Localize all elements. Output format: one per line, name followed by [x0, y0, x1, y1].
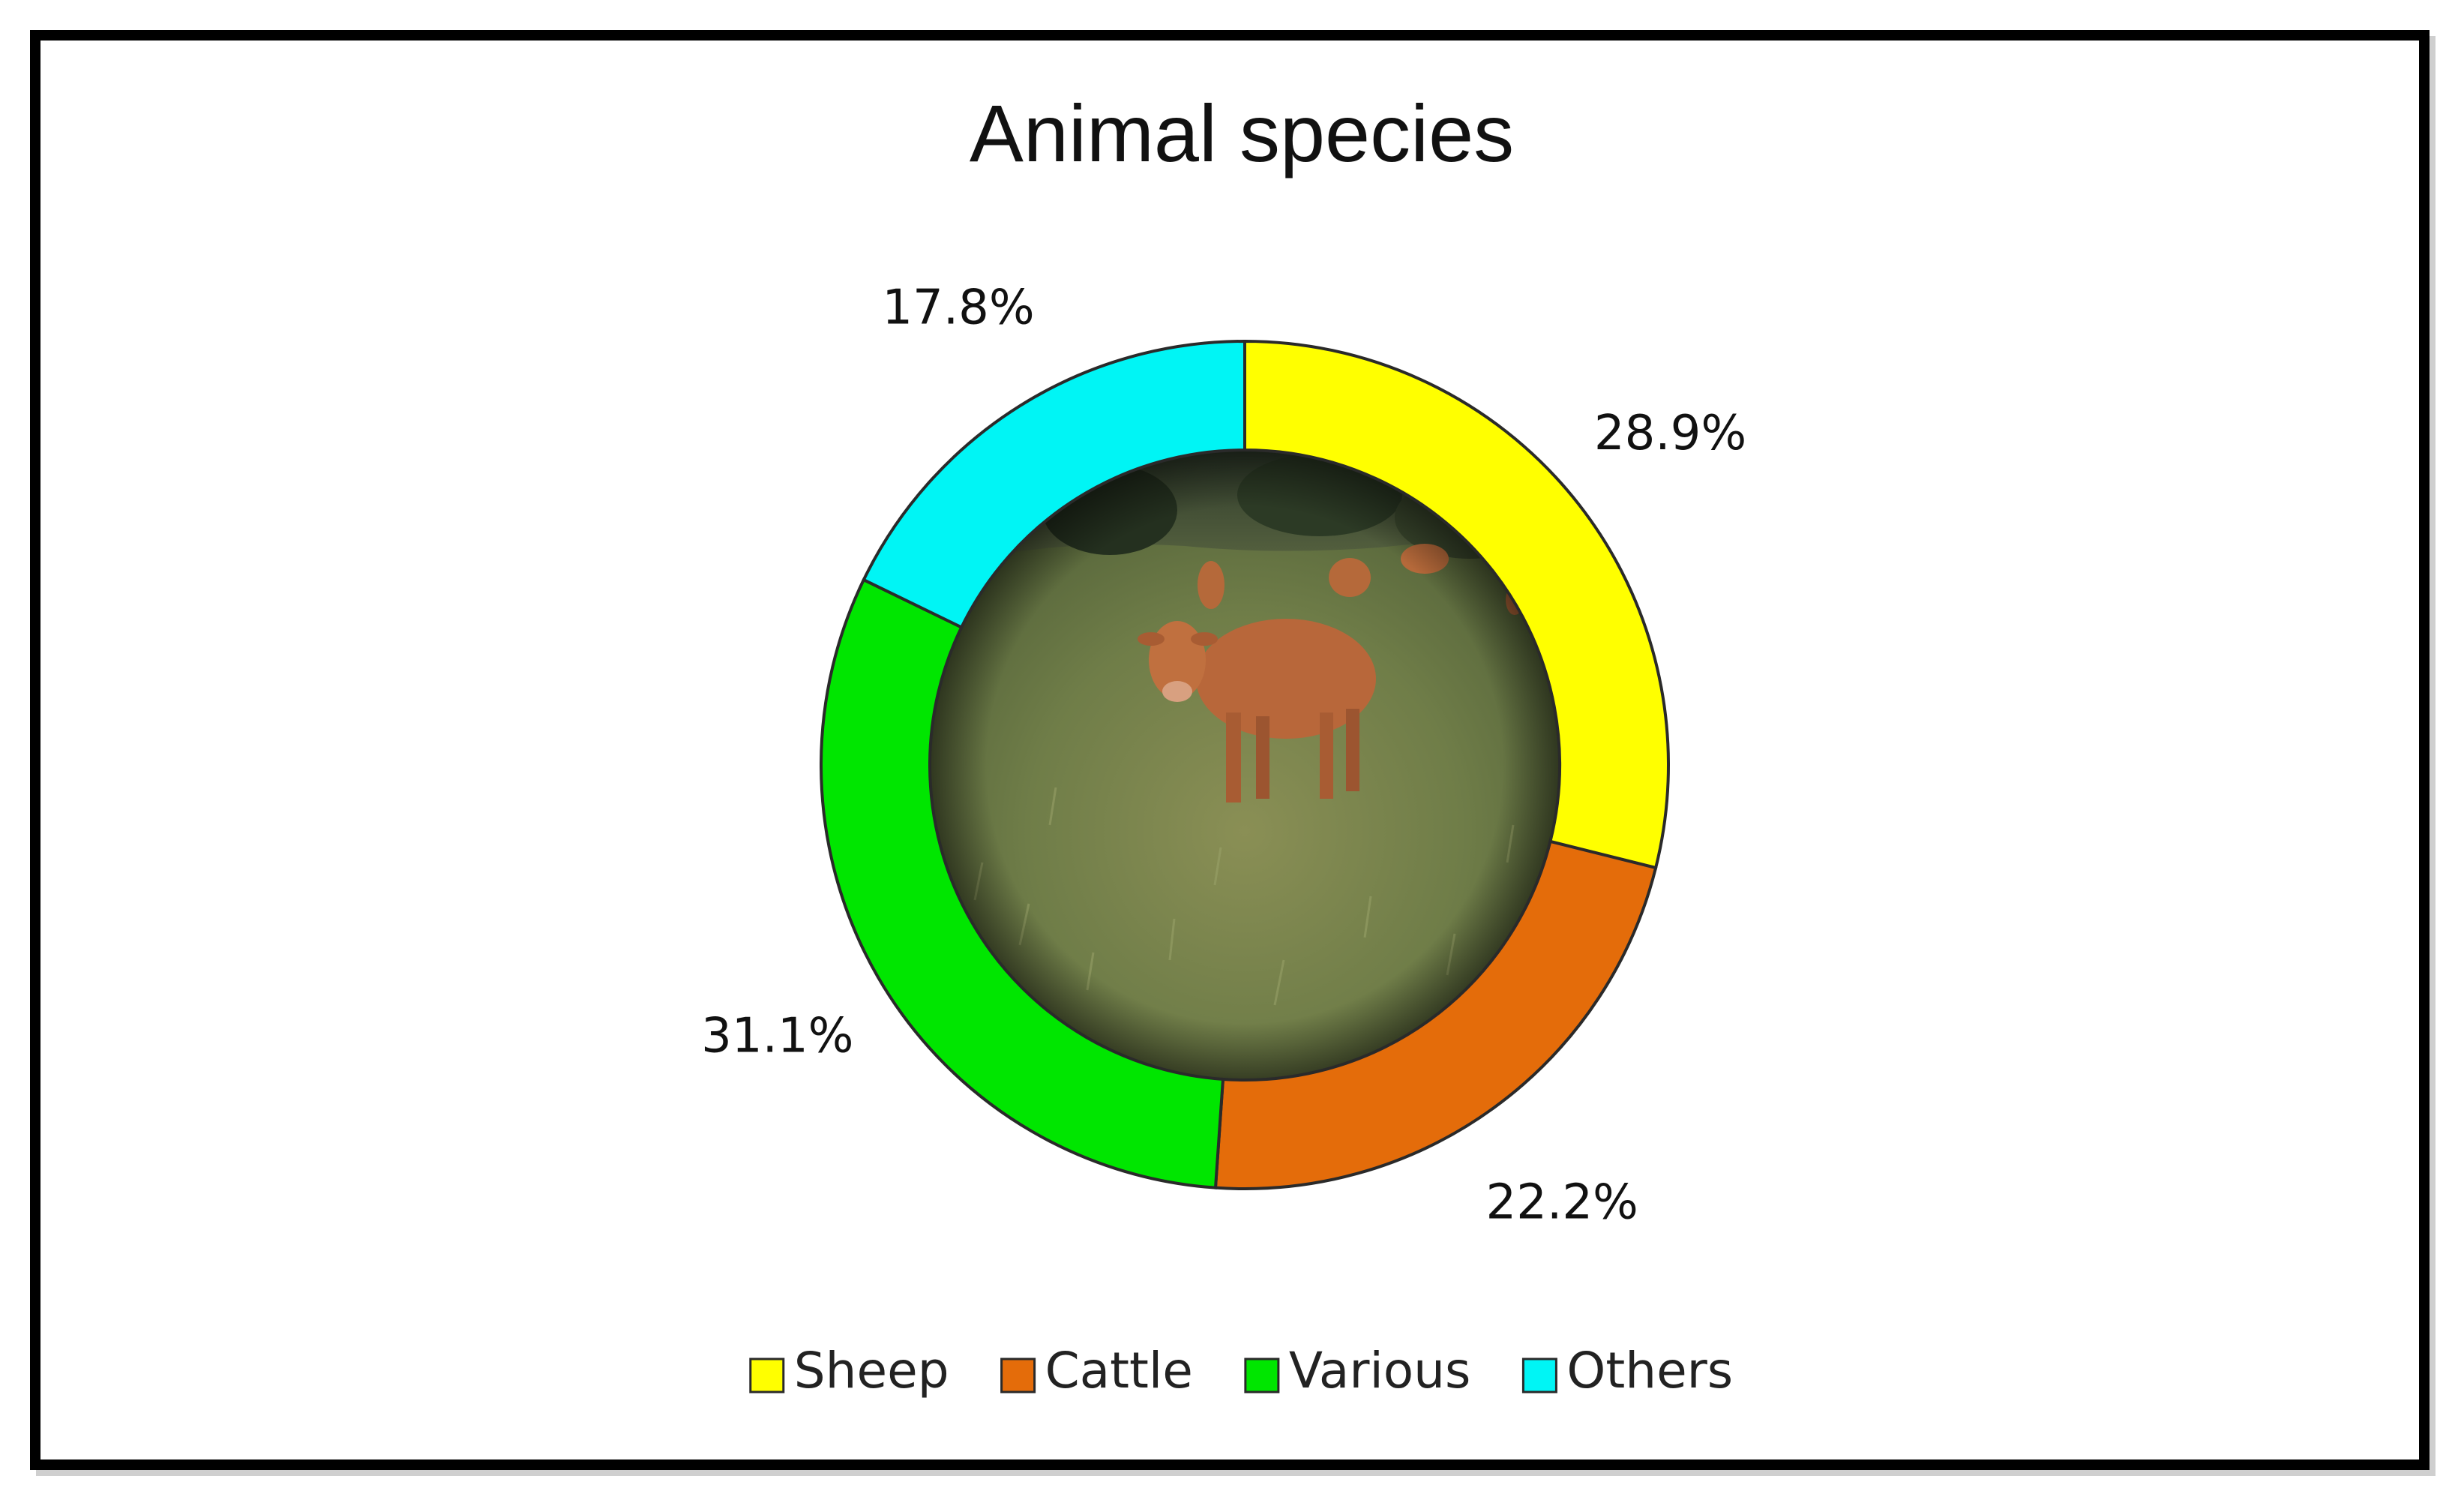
legend-label-others: Others [1566, 1342, 1733, 1400]
legend-label-sheep: Sheep [794, 1342, 949, 1400]
donut-slices [820, 339, 1670, 1190]
legend-swatch-cattle [1000, 1358, 1036, 1394]
legend: Sheep Cattle Various Others [749, 1342, 1733, 1400]
percentage-labels: 28.9% 22.2% 31.1% 17.8% [701, 280, 1746, 1231]
slice-cattle [1213, 839, 1658, 1190]
legend-label-cattle: Cattle [1045, 1342, 1193, 1400]
label-others: 17.8% [882, 280, 1034, 336]
legend-label-various: Various [1289, 1342, 1471, 1400]
slice-others [862, 339, 1246, 630]
slice-various [820, 578, 1225, 1190]
slice-sheep [1243, 339, 1670, 870]
legend-swatch-others [1521, 1358, 1557, 1394]
label-cattle: 22.2% [1486, 1174, 1638, 1230]
label-various: 31.1% [701, 1009, 853, 1064]
label-sheep: 28.9% [1594, 406, 1746, 461]
legend-swatch-various [1244, 1358, 1280, 1394]
chart-title: Animal species [970, 88, 1514, 178]
legend-swatch-sheep [749, 1358, 785, 1394]
